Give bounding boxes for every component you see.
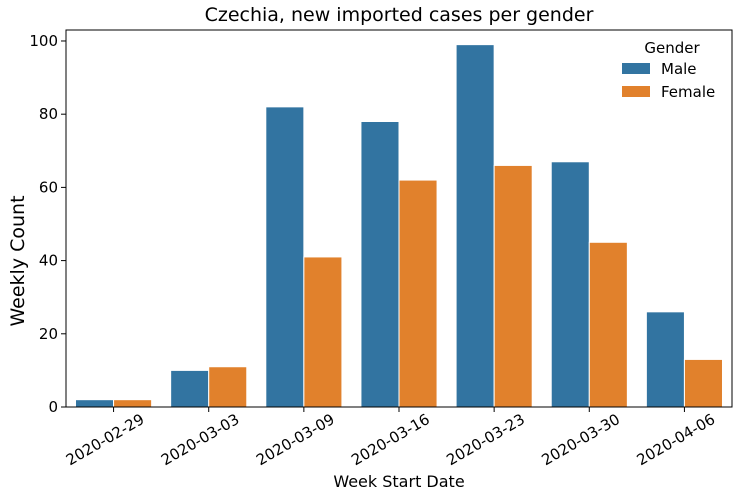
- legend-title: Gender: [644, 39, 700, 57]
- bar-female-2020-03-09: [304, 257, 342, 407]
- bars-group: [76, 45, 723, 407]
- bar-female-2020-03-23: [494, 165, 532, 407]
- bar-female-2020-03-16: [399, 180, 437, 407]
- x-tick-label: 2020-03-09: [253, 410, 338, 469]
- x-tick-label: 2020-03-23: [443, 410, 528, 469]
- legend-label-male: Male: [661, 60, 697, 78]
- legend-swatch-female: [622, 86, 650, 97]
- x-tick-label: 2020-04-06: [634, 410, 719, 469]
- x-tick-label: 2020-03-03: [158, 410, 243, 469]
- legend-swatch-male: [622, 63, 650, 74]
- y-tick-label: 80: [39, 105, 58, 123]
- y-tick-label: 0: [48, 398, 58, 416]
- bar-female-2020-03-03: [209, 367, 247, 407]
- x-tick-label: 2020-02-29: [63, 410, 148, 469]
- bar-male-2020-04-06: [646, 312, 684, 407]
- y-tick-label: 100: [29, 32, 58, 50]
- bar-male-2020-02-29: [76, 400, 114, 407]
- bar-male-2020-03-16: [361, 122, 399, 408]
- x-tick-label: 2020-03-16: [348, 410, 433, 469]
- legend-label-female: Female: [661, 83, 715, 101]
- bar-female-2020-03-30: [589, 242, 627, 407]
- y-tick-label: 60: [39, 178, 58, 196]
- bar-male-2020-03-03: [171, 370, 209, 407]
- chart-title: Czechia, new imported cases per gender: [205, 4, 594, 26]
- bar-male-2020-03-09: [266, 107, 304, 407]
- x-axis-label: Week Start Date: [333, 472, 464, 491]
- bar-male-2020-03-30: [551, 162, 589, 407]
- bar-female-2020-02-29: [114, 400, 152, 407]
- bar-male-2020-03-23: [456, 45, 494, 407]
- y-tick-label: 40: [39, 252, 58, 270]
- legend: Gender Male Female: [622, 39, 715, 101]
- bar-female-2020-04-06: [684, 359, 722, 407]
- y-tick-label: 20: [39, 325, 58, 343]
- x-tick-label: 2020-03-30: [539, 410, 624, 469]
- y-axis-label: Weekly Count: [7, 195, 29, 326]
